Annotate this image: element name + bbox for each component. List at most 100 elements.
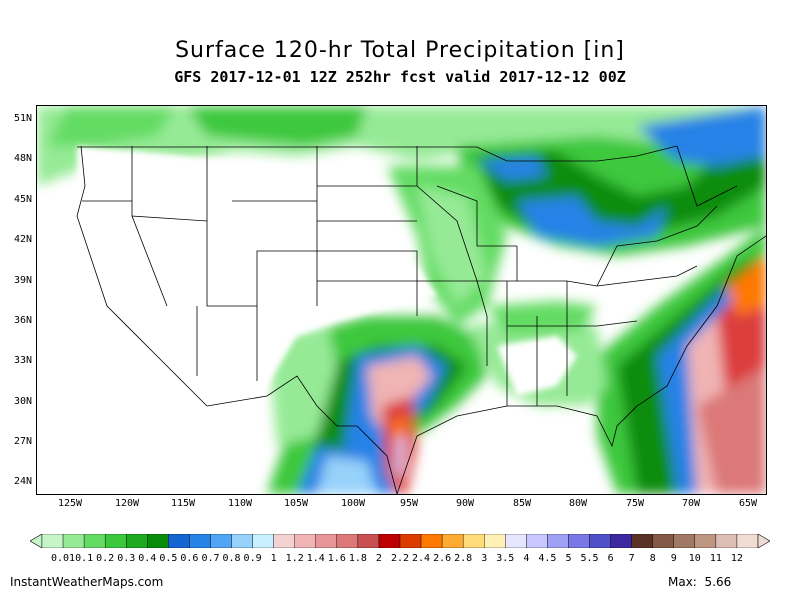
lat-label: 24N bbox=[13, 476, 32, 487]
colorbar-swatch bbox=[210, 534, 232, 548]
colorbar-label: 0.1 bbox=[75, 553, 94, 564]
colorbar-swatch bbox=[673, 534, 696, 548]
colorbar-label: 1.8 bbox=[348, 553, 367, 564]
colorbar-swatch bbox=[420, 534, 443, 548]
colorbar-min-arrow bbox=[30, 534, 43, 548]
colorbar-label: 1.2 bbox=[285, 553, 304, 564]
colorbar-label: 2.2 bbox=[390, 553, 410, 564]
colorbar-label: 10 bbox=[688, 553, 701, 564]
lon-label: 85W bbox=[512, 498, 532, 509]
colorbar-swatch bbox=[189, 534, 211, 548]
colorbar-label: 3.5 bbox=[496, 553, 515, 564]
colorbar-label: 0.2 bbox=[96, 553, 115, 564]
colorbar-swatch bbox=[547, 534, 569, 548]
colorbar-label: 0.5 bbox=[159, 553, 178, 564]
colorbar-label: 3 bbox=[481, 553, 488, 564]
lon-label: 110W bbox=[227, 498, 253, 509]
colorbar-label: 2.8 bbox=[454, 553, 473, 564]
max-number: 5.66 bbox=[704, 575, 732, 589]
precipitation-map bbox=[36, 105, 767, 495]
max-label: Max: bbox=[668, 575, 697, 589]
lon-label: 125W bbox=[57, 498, 83, 509]
lat-label: 45N bbox=[13, 194, 32, 205]
colorbar-swatch bbox=[462, 534, 485, 548]
boundaries bbox=[76, 145, 766, 494]
colorbar-swatch bbox=[610, 534, 632, 548]
map-svg bbox=[37, 106, 766, 494]
colorbar-swatch bbox=[104, 534, 127, 548]
colorbar-label: 2.4 bbox=[412, 553, 431, 564]
colorbar-swatch bbox=[231, 534, 253, 548]
colorbar-label: 9 bbox=[670, 553, 677, 564]
colorbar-swatch bbox=[736, 534, 759, 548]
colorbar-swatch bbox=[315, 534, 338, 548]
colorbar bbox=[30, 534, 770, 548]
colorbar-swatch bbox=[378, 534, 401, 548]
colorbar-swatch bbox=[694, 534, 717, 548]
colorbar-label: 11 bbox=[709, 553, 722, 564]
colorbar-label: 2 bbox=[375, 553, 382, 564]
colorbar-swatch bbox=[484, 534, 506, 548]
site-credit: InstantWeatherMaps.com bbox=[10, 575, 164, 589]
colorbar-max-arrow bbox=[757, 534, 770, 548]
colorbar-label: 0.3 bbox=[117, 553, 136, 564]
lat-label: 39N bbox=[13, 275, 32, 286]
lat-label: 48N bbox=[13, 153, 32, 164]
precip-field bbox=[37, 106, 766, 494]
lon-label: 80W bbox=[568, 498, 588, 509]
colorbar-swatch bbox=[273, 534, 295, 548]
colorbar-swatch bbox=[631, 534, 653, 548]
colorbar-swatch bbox=[126, 534, 148, 548]
lat-label: 33N bbox=[13, 355, 32, 366]
lon-label: 95W bbox=[399, 498, 419, 509]
lon-label: 115W bbox=[170, 498, 196, 509]
colorbar-label: 4.5 bbox=[538, 553, 557, 564]
colorbar-label: 0.8 bbox=[222, 553, 241, 564]
colorbar-swatch bbox=[252, 534, 274, 548]
colorbar-swatch bbox=[652, 534, 674, 548]
colorbar-swatch bbox=[294, 534, 316, 548]
colorbar-label: 0.01 bbox=[51, 553, 76, 564]
colorbar-label: 1.6 bbox=[327, 553, 346, 564]
colorbar-swatch bbox=[357, 534, 380, 548]
colorbar-label: 7 bbox=[628, 553, 635, 564]
lat-label: 27N bbox=[13, 436, 32, 447]
lon-label: 120W bbox=[114, 498, 140, 509]
colorbar-label: 12 bbox=[730, 553, 743, 564]
colorbar-swatch bbox=[336, 534, 359, 548]
lat-label: 36N bbox=[13, 315, 32, 326]
colorbar-swatch bbox=[147, 534, 169, 548]
lon-label: 90W bbox=[455, 498, 475, 509]
colorbar-label: 1 bbox=[270, 553, 277, 564]
colorbar-swatch bbox=[83, 534, 106, 548]
colorbar-swatch bbox=[441, 534, 464, 548]
max-value: Max: 5.66 bbox=[668, 575, 731, 589]
colorbar-swatch bbox=[505, 534, 527, 548]
lon-label: 65W bbox=[738, 498, 758, 509]
map-title: Surface 120-hr Total Precipitation [in] bbox=[175, 38, 625, 63]
lat-label: 51N bbox=[13, 113, 32, 124]
colorbar-label: 5.5 bbox=[580, 553, 599, 564]
colorbar-label: 0.4 bbox=[138, 553, 157, 564]
colorbar-label: 0.9 bbox=[243, 553, 262, 564]
colorbar-swatch bbox=[715, 534, 738, 548]
colorbar-label: 6 bbox=[607, 553, 614, 564]
colorbar-swatch bbox=[62, 534, 85, 548]
map-subtitle: GFS 2017-12-01 12Z 252hr fcst valid 2017… bbox=[174, 68, 626, 86]
lon-label: 100W bbox=[340, 498, 366, 509]
colorbar-swatch bbox=[589, 534, 611, 548]
colorbar-swatch bbox=[399, 534, 422, 548]
lat-label: 42N bbox=[13, 234, 32, 245]
colorbar-label: 4 bbox=[523, 553, 530, 564]
colorbar-swatch bbox=[568, 534, 590, 548]
lon-label: 105W bbox=[283, 498, 309, 509]
colorbar-swatch bbox=[526, 534, 548, 548]
colorbar-label: 0.7 bbox=[201, 553, 220, 564]
colorbar-label: 1.4 bbox=[306, 553, 325, 564]
colorbar-label: 0.6 bbox=[180, 553, 199, 564]
colorbar-label: 8 bbox=[649, 553, 656, 564]
lon-label: 70W bbox=[681, 498, 701, 509]
colorbar-swatch bbox=[41, 534, 64, 548]
colorbar-label: 5 bbox=[565, 553, 572, 564]
lon-label: 75W bbox=[625, 498, 645, 509]
